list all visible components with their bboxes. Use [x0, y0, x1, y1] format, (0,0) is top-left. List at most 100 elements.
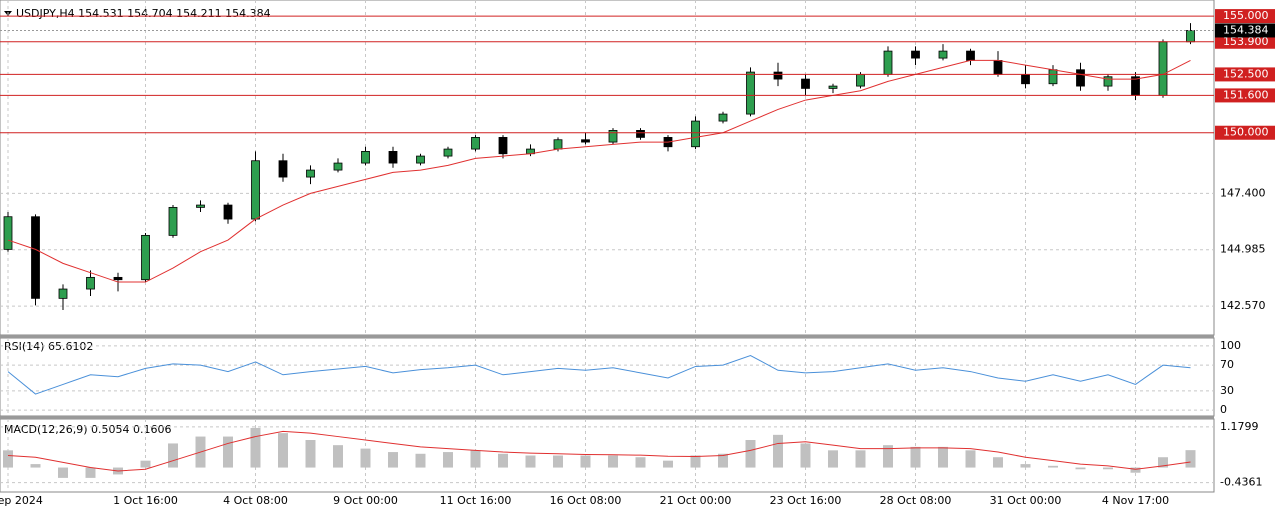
macd-bar: [415, 453, 426, 468]
macd-bar: [580, 455, 591, 468]
candle-body: [993, 60, 1003, 75]
level-label: 151.600: [1223, 88, 1269, 101]
candle-body: [581, 139, 590, 143]
candle-body: [416, 155, 425, 164]
macd-bar: [498, 453, 508, 468]
candle-body: [911, 50, 920, 59]
level-box: [1215, 88, 1275, 103]
candle-body: [1048, 69, 1058, 85]
candle-body: [306, 169, 315, 178]
y-tick-label: 144.985: [1220, 243, 1266, 256]
candle-body: [388, 151, 398, 164]
candle-body: [86, 276, 95, 290]
macd-bar: [1185, 450, 1196, 468]
macd-bar: [938, 446, 948, 468]
x-tick-label: 21 Oct 00:00: [660, 494, 732, 507]
main-frame: [0, 0, 1215, 336]
macd-bar: [663, 460, 673, 468]
x-tick-label: 27 Sep 2024: [0, 494, 43, 507]
macd-bar: [30, 464, 41, 468]
macd-bar: [855, 450, 866, 468]
macd-bar: [965, 450, 976, 468]
last-price-box: [1215, 23, 1275, 38]
candle-body: [608, 130, 618, 143]
candle-body: [828, 85, 838, 89]
macd-bar: [608, 455, 618, 468]
candle-body: [691, 120, 700, 148]
last-price-label: 154.384: [1223, 23, 1269, 36]
macd-bar: [1130, 467, 1141, 473]
candle-body: [718, 113, 728, 122]
macd-bar: [470, 450, 481, 468]
level-label: 155.000: [1223, 9, 1269, 22]
y-tick-label: 30: [1220, 384, 1234, 397]
candle-body: [333, 162, 343, 171]
y-tick-label: 142.570: [1220, 299, 1266, 312]
candle-body: [883, 50, 893, 75]
macd-bar: [828, 450, 838, 468]
x-tick-label: 11 Oct 16:00: [440, 494, 512, 507]
candle-body: [1076, 69, 1085, 87]
macd-bar: [910, 446, 921, 468]
x-tick-label: 23 Oct 16:00: [770, 494, 842, 507]
macd-bar: [718, 453, 728, 468]
macd-bar: [800, 443, 811, 468]
y-tick-label: 100: [1220, 339, 1241, 352]
level-label: 150.000: [1223, 126, 1269, 139]
level-box: [1215, 34, 1275, 49]
macd-bar: [58, 467, 68, 478]
macd-bar: [883, 445, 893, 468]
moving-average: [7, 59, 1191, 283]
candle-body: [141, 234, 150, 281]
x-tick-label: 4 Oct 08:00: [223, 494, 288, 507]
candle-body: [801, 78, 810, 89]
macd-bar: [223, 436, 233, 468]
candle-body: [1021, 74, 1030, 85]
x-tick-label: 31 Oct 00:00: [990, 494, 1062, 507]
macd-bar: [1020, 464, 1031, 468]
macd-bar: [168, 443, 178, 468]
macd-bar: [525, 455, 536, 468]
rsi-frame: [0, 337, 1215, 417]
macd-bar: [3, 450, 13, 468]
candle-body: [1103, 76, 1113, 87]
x-tick-label: 16 Oct 08:00: [550, 494, 622, 507]
candle-body: [498, 137, 508, 155]
macd-bar: [388, 452, 398, 468]
macd-bar: [1048, 465, 1058, 468]
symbol-header: USDJPY,H4 154.531 154.704 154.211 154.38…: [16, 7, 271, 20]
candle-body: [471, 137, 480, 150]
macd-bar: [443, 452, 453, 468]
candle-body: [113, 276, 123, 281]
macd-title: MACD(12,26,9) 0.5054 0.1606: [4, 423, 172, 436]
macd-bar: [1158, 457, 1168, 468]
x-tick-label: 9 Oct 00:00: [333, 494, 398, 507]
candle-body: [1158, 41, 1168, 96]
level-box: [1215, 125, 1275, 140]
macd-bar: [140, 460, 151, 468]
candle-body: [966, 50, 975, 61]
rsi-line: [7, 354, 1191, 395]
candle-body: [746, 71, 755, 115]
y-tick-label: 70: [1220, 358, 1234, 371]
x-tick-label: 4 Nov 17:00: [1102, 494, 1169, 507]
candle-body: [361, 151, 370, 164]
candle-body: [443, 148, 453, 157]
candle-body: [223, 204, 233, 220]
candle-body: [31, 216, 40, 299]
y-tick-label: 0: [1220, 403, 1227, 416]
macd-bar: [773, 434, 783, 468]
macd-bar: [1103, 467, 1113, 470]
candle-body: [1186, 30, 1195, 43]
candle-body: [636, 130, 645, 138]
level-label: 152.500: [1223, 67, 1269, 80]
signal-line: [7, 430, 1191, 472]
level-box: [1215, 67, 1275, 82]
macd-bar: [690, 455, 701, 468]
candle-body: [278, 160, 288, 178]
candle-body: [251, 160, 260, 220]
macd-bar: [250, 427, 261, 468]
candle-body: [938, 50, 948, 59]
candle-body: [3, 216, 13, 250]
